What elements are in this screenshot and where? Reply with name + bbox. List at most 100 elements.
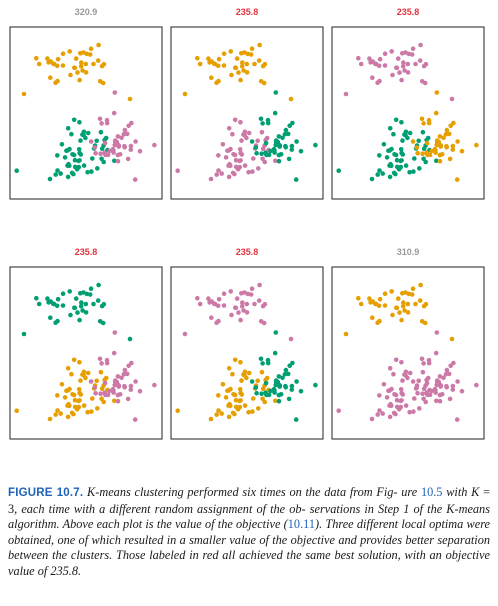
data-point xyxy=(112,142,117,148)
data-point xyxy=(214,172,219,177)
data-point xyxy=(124,131,130,137)
equation-ref-link[interactable]: 10.11 xyxy=(287,517,315,532)
data-point xyxy=(248,292,254,297)
data-point xyxy=(45,56,50,61)
data-point xyxy=(336,408,342,414)
data-point xyxy=(387,126,393,131)
data-point xyxy=(36,301,42,307)
data-point xyxy=(46,60,51,65)
data-point xyxy=(238,158,243,163)
data-point xyxy=(244,301,250,307)
data-point xyxy=(89,409,94,414)
data-point xyxy=(48,75,53,80)
data-point xyxy=(99,146,105,151)
data-point xyxy=(415,390,420,396)
data-point xyxy=(263,140,269,146)
data-point xyxy=(393,392,399,398)
data-point xyxy=(419,79,425,84)
data-point xyxy=(94,138,99,144)
data-point xyxy=(175,168,180,173)
data-point xyxy=(423,159,429,165)
data-point xyxy=(244,61,250,67)
data-point xyxy=(380,171,386,176)
data-point xyxy=(434,382,440,388)
data-point xyxy=(289,143,295,149)
data-point xyxy=(241,132,246,137)
data-point xyxy=(221,291,227,297)
data-point xyxy=(90,396,95,401)
objective-value-label: 235.8 xyxy=(236,7,259,17)
data-point xyxy=(459,388,465,394)
data-point xyxy=(195,55,200,61)
data-point xyxy=(229,312,234,318)
data-point xyxy=(129,360,134,366)
data-point xyxy=(72,404,78,410)
data-point xyxy=(434,378,440,383)
data-point xyxy=(115,158,121,164)
data-point xyxy=(437,158,443,164)
data-point xyxy=(62,395,68,400)
data-point xyxy=(474,382,479,388)
data-point xyxy=(112,158,117,164)
data-point xyxy=(411,169,416,174)
data-point xyxy=(313,382,318,388)
data-point xyxy=(93,150,98,156)
data-point xyxy=(112,138,118,143)
data-point xyxy=(214,320,219,326)
data-point xyxy=(85,169,90,175)
data-point xyxy=(206,56,211,61)
data-point xyxy=(78,303,84,309)
data-point xyxy=(246,130,252,136)
data-point xyxy=(111,147,116,153)
data-point xyxy=(262,301,268,307)
data-point xyxy=(226,163,231,168)
data-point xyxy=(92,145,98,150)
data-point xyxy=(230,131,235,137)
data-point xyxy=(80,308,85,313)
data-point xyxy=(47,176,53,182)
data-point xyxy=(400,63,406,69)
data-point xyxy=(260,361,265,366)
data-point xyxy=(405,135,410,141)
data-point xyxy=(107,148,112,154)
data-point xyxy=(377,153,382,158)
data-point xyxy=(389,49,395,54)
data-point xyxy=(425,375,431,381)
data-point xyxy=(71,392,77,398)
data-point xyxy=(125,396,131,402)
data-point xyxy=(293,417,299,422)
data-point xyxy=(409,52,415,57)
data-point xyxy=(437,398,443,404)
data-point xyxy=(246,169,251,175)
data-point xyxy=(233,164,239,170)
data-point xyxy=(414,145,420,150)
data-point xyxy=(420,151,425,156)
data-point xyxy=(83,375,88,381)
data-point xyxy=(228,49,233,54)
data-point xyxy=(433,147,438,153)
data-point xyxy=(128,383,134,389)
data-point xyxy=(265,357,271,363)
data-point xyxy=(226,414,232,420)
data-point xyxy=(373,301,379,307)
data-point xyxy=(244,310,250,315)
data-point xyxy=(257,282,262,288)
data-point xyxy=(263,380,269,386)
data-point xyxy=(115,152,121,158)
data-point xyxy=(112,378,118,383)
data-point xyxy=(115,392,121,398)
objective-value-label: 320.9 xyxy=(75,7,98,17)
data-point xyxy=(208,416,214,422)
data-point xyxy=(226,174,232,180)
data-point xyxy=(89,169,94,174)
data-point xyxy=(55,153,60,158)
data-point xyxy=(58,171,63,176)
data-point xyxy=(104,117,110,123)
data-point xyxy=(259,151,264,156)
data-point xyxy=(94,378,99,384)
data-point xyxy=(393,152,399,158)
data-point xyxy=(87,52,93,57)
data-point xyxy=(65,174,71,180)
data-point xyxy=(395,296,401,301)
figure-ref-link[interactable]: 10.5 xyxy=(420,485,443,499)
